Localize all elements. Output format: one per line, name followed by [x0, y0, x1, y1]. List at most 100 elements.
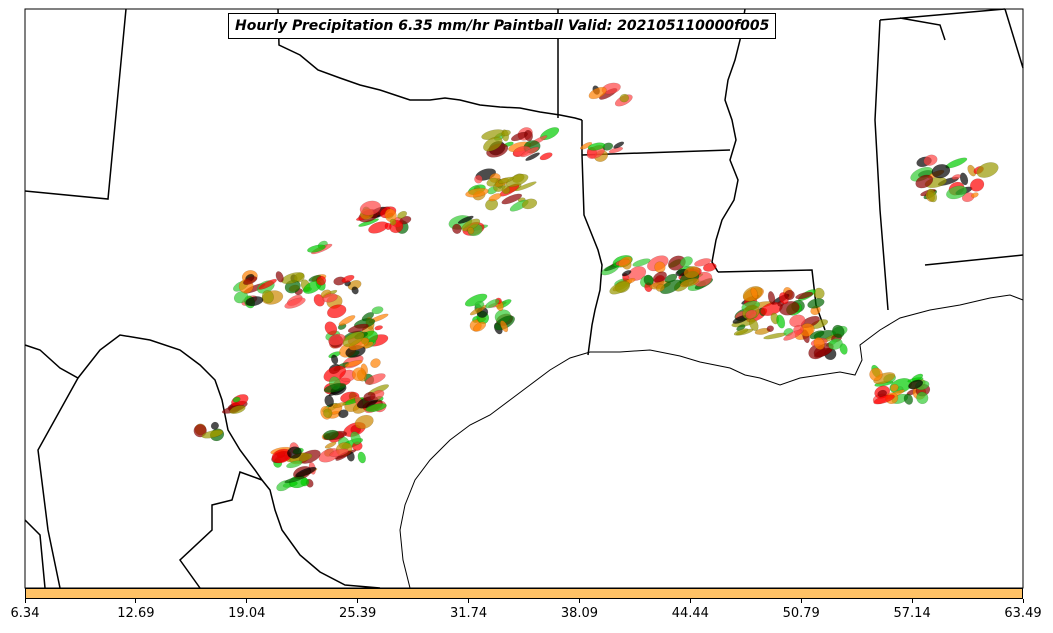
- colorbar-tick-mark: [800, 599, 802, 603]
- precip-blob: [613, 141, 625, 149]
- precip-blob: [525, 152, 540, 161]
- precip-blob: [307, 244, 326, 253]
- precip-blob: [807, 298, 825, 309]
- precip-blob: [580, 142, 593, 150]
- precip-blob: [619, 93, 630, 103]
- precip-blob: [916, 391, 929, 405]
- precip-blob: [243, 276, 258, 285]
- precip-blob: [357, 451, 366, 464]
- precip-blob: [287, 446, 302, 459]
- border-nm-co: [24, 8, 127, 200]
- precip-blob: [350, 431, 362, 445]
- precip-blob: [951, 174, 961, 180]
- precip-blob: [520, 146, 540, 158]
- precip-blob: [501, 193, 523, 205]
- precip-blob: [813, 337, 825, 350]
- precip-blob: [970, 178, 985, 192]
- colorbar-tick-label: 25.39: [339, 606, 377, 621]
- precip-blob: [452, 223, 462, 234]
- precip-blob: [363, 391, 376, 402]
- precip-blob: [783, 329, 803, 341]
- colorbar-tick-label: 6.34: [10, 606, 40, 621]
- precip-blob: [322, 293, 338, 303]
- precip-blob: [286, 460, 303, 469]
- precip-blob: [338, 315, 356, 326]
- border-ms-al: [874, 19, 889, 311]
- colorbar-tick-label: 57.14: [893, 606, 931, 621]
- precip-blob: [923, 154, 938, 166]
- precip-blob: [908, 379, 924, 390]
- precip-blob: [510, 131, 528, 142]
- precip-blob: [295, 466, 317, 478]
- coastline: [399, 294, 1024, 589]
- precip-blob: [258, 278, 277, 290]
- colorbar-tick-label: 50.79: [782, 606, 820, 621]
- precip-blob: [341, 274, 355, 283]
- border-tn: [899, 17, 946, 41]
- precip-blob: [498, 176, 514, 184]
- precip-blob: [915, 174, 934, 189]
- precip-blob: [485, 299, 500, 309]
- precip-blob: [632, 258, 651, 267]
- precip-blob: [370, 358, 381, 368]
- precip-blob: [389, 218, 397, 226]
- map-frame: [24, 8, 1024, 589]
- colorbar-tick-mark: [911, 599, 913, 603]
- precip-blob: [359, 200, 382, 216]
- precip-blob: [275, 271, 284, 283]
- colorbar-tick-label: 44.44: [671, 606, 709, 621]
- precip-blob: [521, 198, 538, 210]
- precip-blob: [324, 441, 337, 449]
- precip-blob: [946, 185, 968, 200]
- precip-blob: [926, 188, 938, 203]
- precip-blob: [873, 394, 895, 405]
- border-mississippi-river: [711, 8, 746, 273]
- gulf-coast: [399, 294, 1024, 589]
- precip-blob: [976, 162, 999, 178]
- precip-blob: [588, 86, 607, 100]
- colorbar-tick-mark: [357, 599, 359, 603]
- border-tn-south: [879, 8, 1006, 21]
- precip-blob: [384, 222, 392, 230]
- precip-blob: [316, 275, 327, 286]
- precip-blob: [501, 129, 511, 137]
- border-al-fl: [924, 254, 1024, 266]
- precip-blob: [233, 291, 249, 304]
- precip-blob: [483, 136, 503, 152]
- precip-blob: [465, 187, 489, 198]
- precip-blob: [351, 367, 367, 382]
- precip-blob: [655, 283, 665, 292]
- border-mexico-1: [37, 377, 79, 589]
- precip-blob: [795, 291, 814, 300]
- precip-blob: [324, 321, 338, 336]
- precip-blob: [587, 142, 606, 151]
- precip-blob: [733, 328, 749, 336]
- colorbar-tick-mark: [246, 599, 248, 603]
- precip-blob: [327, 304, 347, 319]
- colorbar-tick-mark: [1022, 599, 1024, 603]
- border-al-ga: [1004, 8, 1024, 69]
- precip-blob: [193, 424, 207, 438]
- border-la-ms: [717, 269, 826, 331]
- map-title: Hourly Precipitation 6.35 mm/hr Paintbal…: [228, 13, 777, 39]
- precip-blob: [618, 256, 633, 268]
- precip-blob: [813, 287, 825, 300]
- precip-blob: [324, 394, 335, 408]
- precip-blob: [679, 256, 693, 268]
- precip-blob: [323, 408, 333, 418]
- precip-blob: [397, 210, 408, 219]
- colorbar-tick-mark: [468, 599, 470, 603]
- precip-blob: [767, 291, 776, 305]
- colorbar-tick-label: 31.74: [449, 606, 488, 621]
- precip-blob: [329, 448, 349, 457]
- precip-blob: [232, 396, 241, 403]
- border-tx-la: [581, 120, 603, 356]
- precip-blob: [745, 309, 757, 319]
- precip-blob: [683, 266, 701, 279]
- precip-blob: [539, 152, 553, 161]
- precip-blob: [694, 258, 712, 267]
- colorbar-tick-mark: [689, 599, 691, 603]
- precip-blob: [890, 383, 899, 392]
- precip-blob: [347, 323, 369, 333]
